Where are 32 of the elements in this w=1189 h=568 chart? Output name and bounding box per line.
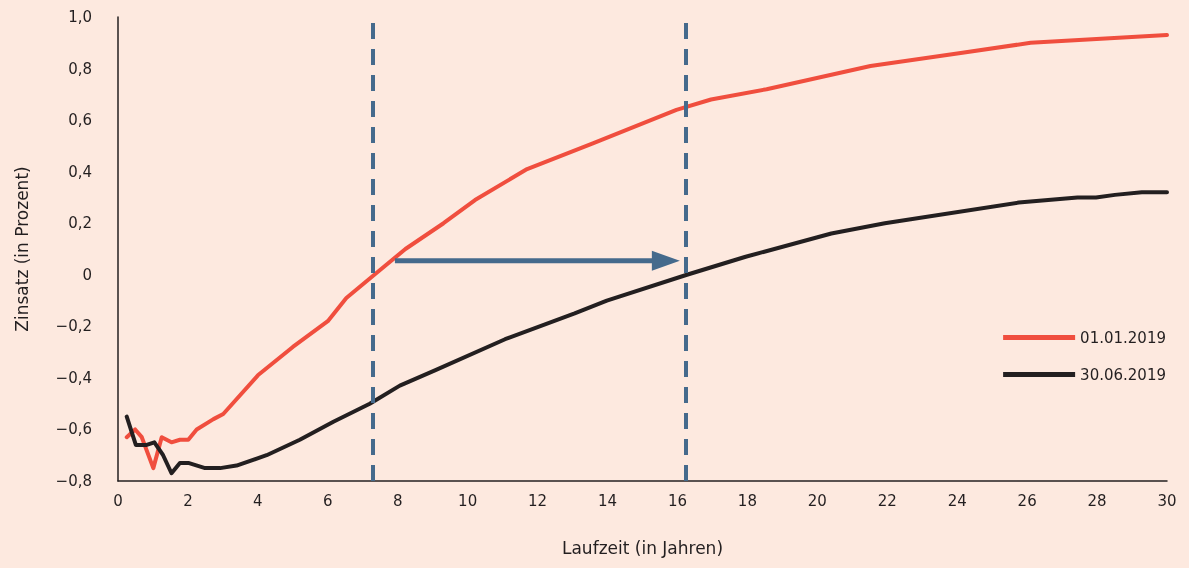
x-tick-label: 30 [1157,491,1177,510]
line-series [124,190,1169,476]
y-tick-label: 0,8 [68,59,92,78]
x-tick-label: 22 [877,491,897,510]
y-axis-title: Zinsatz (in Prozent) [11,166,32,332]
legend-label: 30.06.2019 [1080,365,1167,384]
y-tick-label: 0,4 [68,162,92,181]
x-tick-label: 2 [183,491,193,510]
x-tick-label: 26 [1017,491,1037,510]
x-tick-label: 28 [1087,491,1107,510]
x-tick-label: 12 [528,491,548,510]
y-tick-label: −0,4 [55,368,92,387]
y-tick-label: 0,2 [68,214,92,233]
legend-label: 01.01.2019 [1080,328,1167,347]
x-tick-label: 16 [667,491,688,510]
x-tick-label: 6 [323,491,333,510]
line-series [124,33,1169,471]
x-tick-label: 4 [253,491,263,510]
y-tick-label: −0,8 [55,472,92,490]
x-tick-label: 24 [947,491,967,510]
y-tick-label: −0,6 [55,420,92,439]
x-tick-label: 10 [458,491,478,510]
y-tick-label: 0,6 [68,111,92,130]
x-tick-label: 14 [597,491,618,510]
y-tick-label: 1,0 [68,8,92,26]
y-tick-label: −0,2 [55,317,92,336]
x-tick-label: 8 [392,491,403,510]
x-axis-title: Laufzeit (in Jahren) [561,537,724,558]
x-tick-label: 0 [113,491,123,510]
x-tick-label: 18 [737,491,757,510]
y-tick-label: 0 [82,265,92,284]
x-tick-label: 20 [807,491,827,510]
